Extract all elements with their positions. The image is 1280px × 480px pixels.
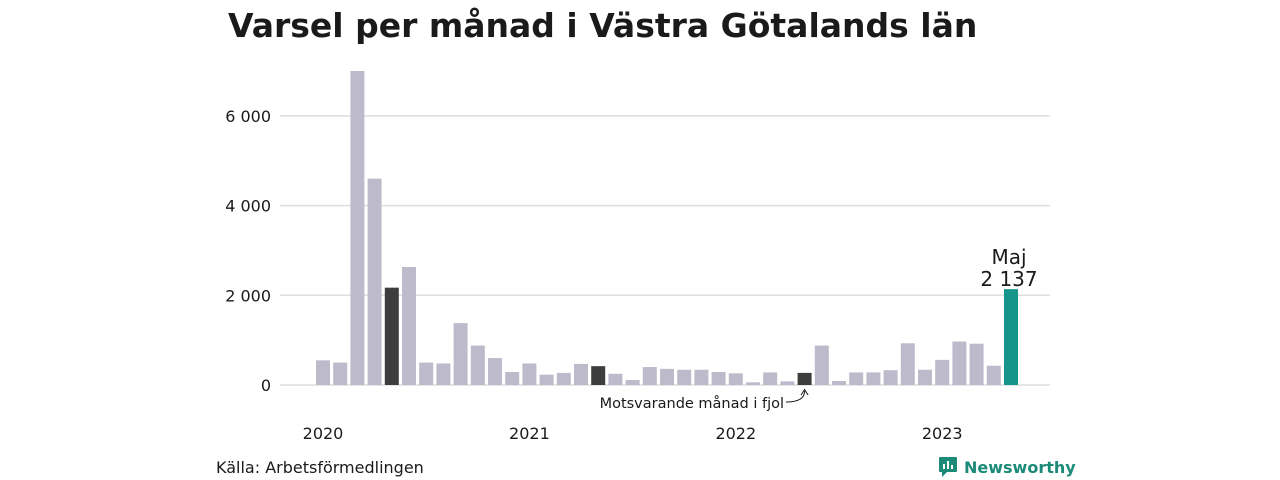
bar-2020-03 [350,71,365,385]
newsworthy-logo-icon [939,457,957,477]
bars [316,71,1018,385]
x-tick-label: 2023 [922,424,963,443]
brand-name: Newsworthy [964,457,1076,477]
bar-2022-09 [866,372,881,385]
bar-2021-09 [660,368,674,385]
bar-2021-10 [677,369,692,385]
bar-2023-01 [935,359,950,385]
bar-2022-07 [832,380,846,385]
bar-2021-03 [556,372,571,385]
bar-2020-08 [436,363,451,385]
x-axis-ticks: 2020 2021 2022 2023 [303,424,963,443]
bar-2020-01 [316,360,330,385]
y-tick-label: 2 000 [225,286,271,305]
y-tick-label: 4 000 [225,197,271,216]
annotation-label: Motsvarande månad i fjol [600,395,784,412]
annotation-arrow [785,390,806,403]
bar-2020-06 [402,267,416,385]
bar-2022-03 [763,372,778,385]
bar-2020-11 [488,358,502,385]
x-tick-label: 2021 [509,424,550,443]
latest-value-label: 2 137 [980,267,1037,291]
bar-2022-02 [746,382,760,385]
bar-2021-01 [522,363,537,385]
brand-logo: Newsworthy [938,456,1076,478]
bar-2021-05 [591,366,606,385]
bar-2020-09 [453,323,468,385]
bar-2022-05 [797,372,812,385]
bar-2020-02 [333,362,348,385]
latest-month-label: Maj [991,245,1026,269]
y-tick-label: 0 [261,376,271,395]
bar-2022-10 [883,370,898,385]
bar-2021-12 [711,371,726,385]
x-tick-label: 2020 [303,424,344,443]
bar-2021-06 [608,373,623,385]
bar-2021-07 [625,380,640,385]
annotation-arrowhead [800,388,809,396]
bar-2020-10 [470,345,485,385]
bar-2021-11 [694,369,709,385]
bar-2020-12 [505,371,520,385]
bar-2020-07 [419,362,434,385]
bar-2022-04 [780,381,795,385]
bar-2023-02 [952,341,967,385]
bar-2022-11 [900,343,915,385]
bar-2023-05 [1004,289,1018,385]
chart-title: Varsel per månad i Västra Götalands län [228,6,978,45]
bar-2023-03 [969,343,984,385]
bar-2021-04 [574,363,588,385]
y-axis-ticks: 0 2 000 4 000 6 000 [225,107,271,395]
y-tick-label: 6 000 [225,107,271,126]
bar-2020-04 [367,178,382,385]
bar-2021-02 [539,374,554,385]
bar-2020-05 [384,287,399,385]
bar-labels: Maj 2 137 Motsvarande månad i fjol [600,245,1038,412]
bar-2022-12 [918,369,932,385]
bar-2022-08 [849,372,864,385]
bar-2022-06 [814,345,829,385]
source-text: Källa: Arbetsförmedlingen [216,458,424,477]
bar-2023-04 [986,365,1001,385]
bar-2022-01 [728,373,743,385]
bar-2021-08 [642,367,657,385]
x-tick-label: 2022 [715,424,756,443]
